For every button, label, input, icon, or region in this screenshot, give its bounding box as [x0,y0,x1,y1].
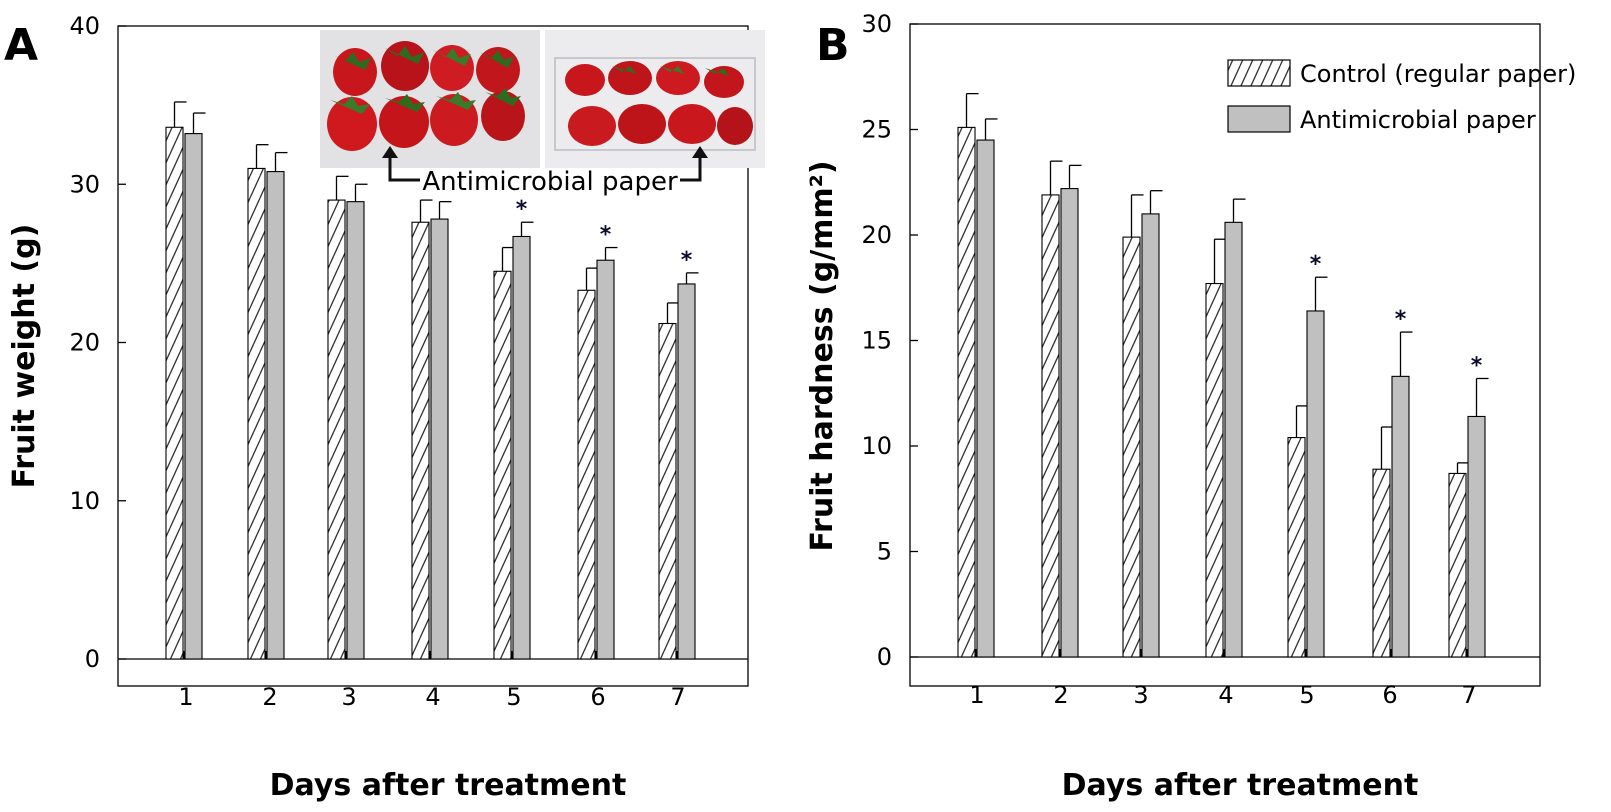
plastic-container [554,57,756,151]
bar-control [1287,437,1306,658]
y-tick-label: 25 [861,116,892,144]
panel-b-letter: B [816,20,850,71]
significance-star: * [681,248,693,273]
x-tick-label: 5 [1299,681,1314,709]
bar-antimicrobial [1467,415,1486,658]
legend-swatch-control [1227,59,1291,87]
inset-caption: Antimicrobial paper [422,167,678,197]
legend: Control (regular paper) Antimicrobial pa… [1227,59,1576,134]
legend-swatch-antimicrobial [1227,105,1291,133]
bar-antimicrobial [596,259,615,660]
bar-control [165,126,184,660]
bar-antimicrobial [430,218,449,660]
x-tick-label: 5 [506,683,521,711]
bar-antimicrobial [512,235,531,660]
panel-a-y-axis: 0 10 20 30 40 [69,12,126,673]
bar-antimicrobial [346,201,365,660]
panel-a-y-axis-title: Fruit weight (g) [7,224,42,489]
x-tick-label: 2 [1053,681,1068,709]
x-tick-label: 7 [670,683,685,711]
panel-b-x-axis-title: Days after treatment [1062,768,1419,803]
bar-antimicrobial [1141,213,1160,658]
panel-a-x-axis-title: Days after treatment [270,768,627,803]
y-tick-label: 20 [861,221,892,249]
panel-b-x-axis: 1 2 3 4 5 6 7 [910,649,1540,709]
x-tick-label: 1 [178,683,193,711]
y-tick-label: 0 [85,645,100,673]
x-tick-label: 4 [1218,681,1233,709]
y-tick-label: 15 [861,327,892,355]
bar-antimicrobial [1306,310,1325,658]
y-tick-label: 10 [69,487,100,515]
y-tick-label: 0 [877,643,892,671]
panel-b-y-axis-title: Fruit hardness (g/mm²) [805,160,840,551]
significance-star: * [516,197,528,222]
y-tick-label: 5 [877,538,892,566]
x-tick-label: 6 [590,683,605,711]
panel-b-plot-frame [909,23,1541,687]
panel-a-x-axis: 1 2 3 4 5 6 7 [118,651,748,711]
bar-control [247,167,266,660]
y-tick-label: 20 [69,329,100,357]
bar-antimicrobial [677,283,696,660]
bar-control [411,221,430,660]
panel-a: A Fruit weight (g) Days after treatment … [4,12,765,803]
strawberries-right [565,61,753,146]
significance-star: * [1310,252,1322,277]
panel-b: B Fruit hardness (g/mm²) Days after trea… [805,10,1576,803]
panel-b-bars: * * * [957,92,1489,658]
panel-a-plot-frame [117,25,749,687]
bar-control [577,289,596,660]
bar-control [1372,468,1391,658]
bar-antimicrobial [1391,375,1410,658]
photo-closed-box [545,30,765,168]
panel-b-y-axis: 0 5 10 15 20 25 30 [861,10,918,671]
bar-control [493,270,512,660]
strawberries-left [327,41,525,151]
bar-antimicrobial [976,139,995,658]
x-tick-label: 6 [1382,681,1397,709]
legend-label-control: Control (regular paper) [1300,60,1576,88]
panel-a-bars: * * * [165,101,699,660]
panel-a-letter: A [4,20,38,71]
inset-arrows [382,146,708,182]
bar-control [957,126,976,658]
x-tick-label: 2 [262,683,277,711]
legend-label-antimicrobial: Antimicrobial paper [1300,106,1536,134]
x-tick-label: 7 [1461,681,1476,709]
y-tick-label: 10 [861,432,892,460]
y-tick-label: 30 [69,170,100,198]
bar-antimicrobial [1224,221,1243,658]
x-tick-label: 1 [969,681,984,709]
bar-control [1122,236,1141,658]
significance-star: * [1395,307,1407,332]
bar-antimicrobial [1060,188,1079,658]
y-tick-label: 30 [861,10,892,38]
bar-control [658,322,677,660]
significance-star: * [1471,353,1483,378]
bar-control [1448,472,1467,658]
strawberry-photo-inset: Antimicrobial paper [320,30,765,197]
bar-control [1205,282,1224,658]
x-tick-label: 3 [1133,681,1148,709]
bar-control [327,199,346,660]
significance-star: * [600,223,612,248]
bar-control [1041,194,1060,658]
y-tick-label: 40 [69,12,100,40]
x-tick-label: 4 [425,683,440,711]
bar-antimicrobial [184,133,203,660]
bar-antimicrobial [266,171,285,660]
x-tick-label: 3 [341,683,356,711]
